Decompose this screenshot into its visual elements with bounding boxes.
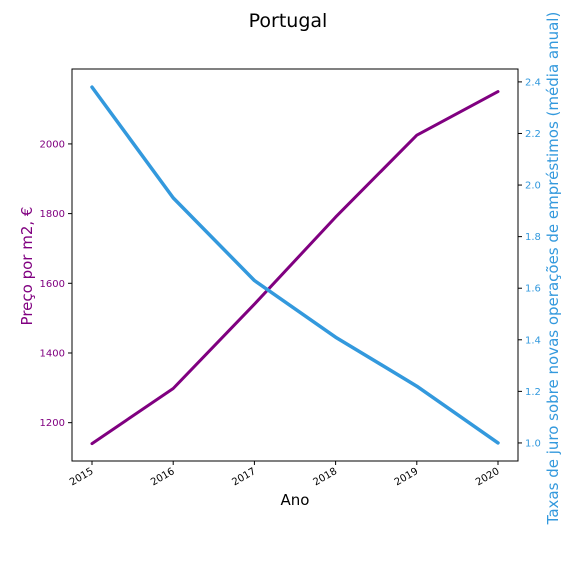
series-line-price bbox=[90, 90, 500, 446]
right-y-tick-label: 1.8 bbox=[525, 232, 541, 243]
right-y-tick-label: 2.0 bbox=[525, 181, 541, 192]
left-y-tick-label: 2000 bbox=[40, 139, 65, 150]
right-y-tick-label: 1.2 bbox=[525, 387, 541, 398]
x-tick-label: 2015 bbox=[68, 466, 96, 488]
right-y-tick-label: 2.2 bbox=[525, 129, 541, 140]
x-tick-label: 2016 bbox=[149, 466, 177, 488]
series-line-interest-rate bbox=[90, 85, 500, 445]
left-y-tick-label: 1200 bbox=[40, 418, 65, 429]
left-y-axis-label: Preço por m2, € bbox=[18, 207, 36, 326]
left-y-tick-label: 1400 bbox=[40, 348, 65, 359]
right-y-tick-label: 1.0 bbox=[525, 438, 541, 449]
plot-frame bbox=[71, 68, 519, 462]
right-y-axis-label: Taxas de juro sobre novas operações de e… bbox=[544, 12, 562, 526]
x-tick-label: 2020 bbox=[474, 466, 502, 488]
right-y-tick-label: 2.4 bbox=[525, 77, 541, 88]
right-y-tick-label: 1.4 bbox=[525, 335, 541, 346]
right-y-tick-label: 1.6 bbox=[525, 284, 541, 295]
x-tick-label: 2017 bbox=[230, 466, 258, 488]
x-tick-label: 2019 bbox=[393, 466, 421, 488]
left-y-tick-label: 1600 bbox=[40, 279, 65, 290]
left-y-tick-label: 1800 bbox=[40, 209, 65, 220]
x-tick-label: 2018 bbox=[312, 466, 340, 488]
series-layer bbox=[90, 85, 500, 446]
chart-title: Portugal bbox=[249, 10, 328, 32]
x-axis-label: Ano bbox=[281, 491, 310, 509]
